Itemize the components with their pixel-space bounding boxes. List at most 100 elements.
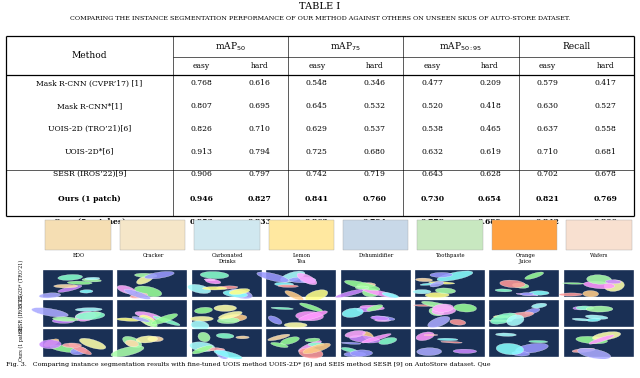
Ellipse shape xyxy=(424,334,438,336)
Text: 0.797: 0.797 xyxy=(248,170,270,178)
Ellipse shape xyxy=(62,343,81,348)
FancyBboxPatch shape xyxy=(266,270,336,297)
FancyBboxPatch shape xyxy=(343,220,408,250)
Text: 0.579: 0.579 xyxy=(537,79,559,87)
FancyBboxPatch shape xyxy=(192,300,262,327)
Text: 0.616: 0.616 xyxy=(248,79,270,87)
Ellipse shape xyxy=(559,293,582,296)
Ellipse shape xyxy=(136,336,157,343)
Ellipse shape xyxy=(70,347,86,355)
Text: UOIS-2D*[6]: UOIS-2D*[6] xyxy=(65,147,114,155)
Text: 0.520: 0.520 xyxy=(421,102,444,110)
FancyBboxPatch shape xyxy=(43,300,113,327)
Ellipse shape xyxy=(345,330,365,338)
Text: 0.807: 0.807 xyxy=(191,102,212,110)
Ellipse shape xyxy=(562,283,584,284)
Ellipse shape xyxy=(362,334,391,343)
Text: 0.695: 0.695 xyxy=(248,102,270,110)
Ellipse shape xyxy=(355,286,369,289)
Ellipse shape xyxy=(583,291,598,297)
Ellipse shape xyxy=(572,348,595,353)
Ellipse shape xyxy=(301,279,315,283)
Ellipse shape xyxy=(350,350,372,356)
Ellipse shape xyxy=(67,281,92,285)
Text: hard: hard xyxy=(250,62,268,70)
Ellipse shape xyxy=(360,305,385,310)
Ellipse shape xyxy=(216,349,228,359)
FancyBboxPatch shape xyxy=(415,330,485,357)
Text: COMPARING THE INSTANCE SEGMENTATION PERFORMANCE OF OUR METHOD AGAINST OTHERS ON : COMPARING THE INSTANCE SEGMENTATION PERF… xyxy=(70,16,570,21)
Ellipse shape xyxy=(125,340,139,347)
Ellipse shape xyxy=(576,306,594,310)
Text: 0.689: 0.689 xyxy=(478,218,502,226)
Text: 0.842: 0.842 xyxy=(536,218,559,226)
Text: easy: easy xyxy=(193,62,210,70)
Ellipse shape xyxy=(117,285,136,294)
Text: 0.548: 0.548 xyxy=(306,79,328,87)
FancyBboxPatch shape xyxy=(564,330,634,357)
FancyBboxPatch shape xyxy=(192,270,262,297)
Text: 0.719: 0.719 xyxy=(364,170,385,178)
Ellipse shape xyxy=(132,316,150,322)
Text: Dehumidifier: Dehumidifier xyxy=(359,253,394,258)
Ellipse shape xyxy=(192,345,212,354)
Ellipse shape xyxy=(195,307,212,313)
Ellipse shape xyxy=(454,304,477,312)
Text: 0.678: 0.678 xyxy=(595,170,616,178)
FancyBboxPatch shape xyxy=(415,300,485,327)
Ellipse shape xyxy=(284,322,307,328)
FancyBboxPatch shape xyxy=(566,220,632,250)
Ellipse shape xyxy=(371,316,389,321)
Ellipse shape xyxy=(75,311,95,321)
Text: Mask R-CNN (CVPR’17) [1]: Mask R-CNN (CVPR’17) [1] xyxy=(36,79,143,87)
FancyBboxPatch shape xyxy=(415,270,485,297)
Ellipse shape xyxy=(202,287,227,290)
Ellipse shape xyxy=(586,306,613,312)
Ellipse shape xyxy=(341,347,358,352)
Text: 0.628: 0.628 xyxy=(479,170,501,178)
FancyBboxPatch shape xyxy=(266,300,336,327)
Text: 0.702: 0.702 xyxy=(537,170,559,178)
Text: EDO: EDO xyxy=(73,253,85,258)
Ellipse shape xyxy=(216,286,238,289)
Text: Wafers: Wafers xyxy=(591,253,609,258)
Ellipse shape xyxy=(151,314,178,325)
FancyBboxPatch shape xyxy=(194,220,260,250)
Ellipse shape xyxy=(80,290,93,293)
FancyBboxPatch shape xyxy=(564,270,634,297)
Ellipse shape xyxy=(413,290,431,294)
FancyBboxPatch shape xyxy=(118,330,188,357)
Ellipse shape xyxy=(489,320,512,322)
Ellipse shape xyxy=(362,289,397,298)
Ellipse shape xyxy=(84,312,100,319)
Text: 0.680: 0.680 xyxy=(364,147,385,155)
FancyBboxPatch shape xyxy=(45,220,111,250)
Text: easy: easy xyxy=(424,62,441,70)
Ellipse shape xyxy=(188,284,211,293)
Ellipse shape xyxy=(335,289,366,297)
FancyBboxPatch shape xyxy=(118,270,188,297)
Ellipse shape xyxy=(218,311,242,319)
Text: 0.418: 0.418 xyxy=(479,102,501,110)
Ellipse shape xyxy=(593,332,621,340)
Ellipse shape xyxy=(111,346,144,357)
Ellipse shape xyxy=(236,336,249,339)
Text: 0.946: 0.946 xyxy=(189,195,213,203)
Ellipse shape xyxy=(425,293,449,298)
Ellipse shape xyxy=(416,332,434,341)
Ellipse shape xyxy=(229,289,252,299)
Text: 0.630: 0.630 xyxy=(537,102,559,110)
Text: mAP$_{50}$: mAP$_{50}$ xyxy=(215,40,246,53)
Ellipse shape xyxy=(516,293,538,296)
Ellipse shape xyxy=(298,341,321,352)
Ellipse shape xyxy=(271,342,288,348)
Ellipse shape xyxy=(429,308,444,316)
FancyBboxPatch shape xyxy=(340,300,411,327)
Ellipse shape xyxy=(586,315,608,319)
Ellipse shape xyxy=(372,316,395,321)
Ellipse shape xyxy=(453,349,477,353)
Ellipse shape xyxy=(520,293,534,295)
Text: 0.821: 0.821 xyxy=(536,195,559,203)
Text: 0.643: 0.643 xyxy=(421,170,444,178)
Ellipse shape xyxy=(532,303,547,308)
